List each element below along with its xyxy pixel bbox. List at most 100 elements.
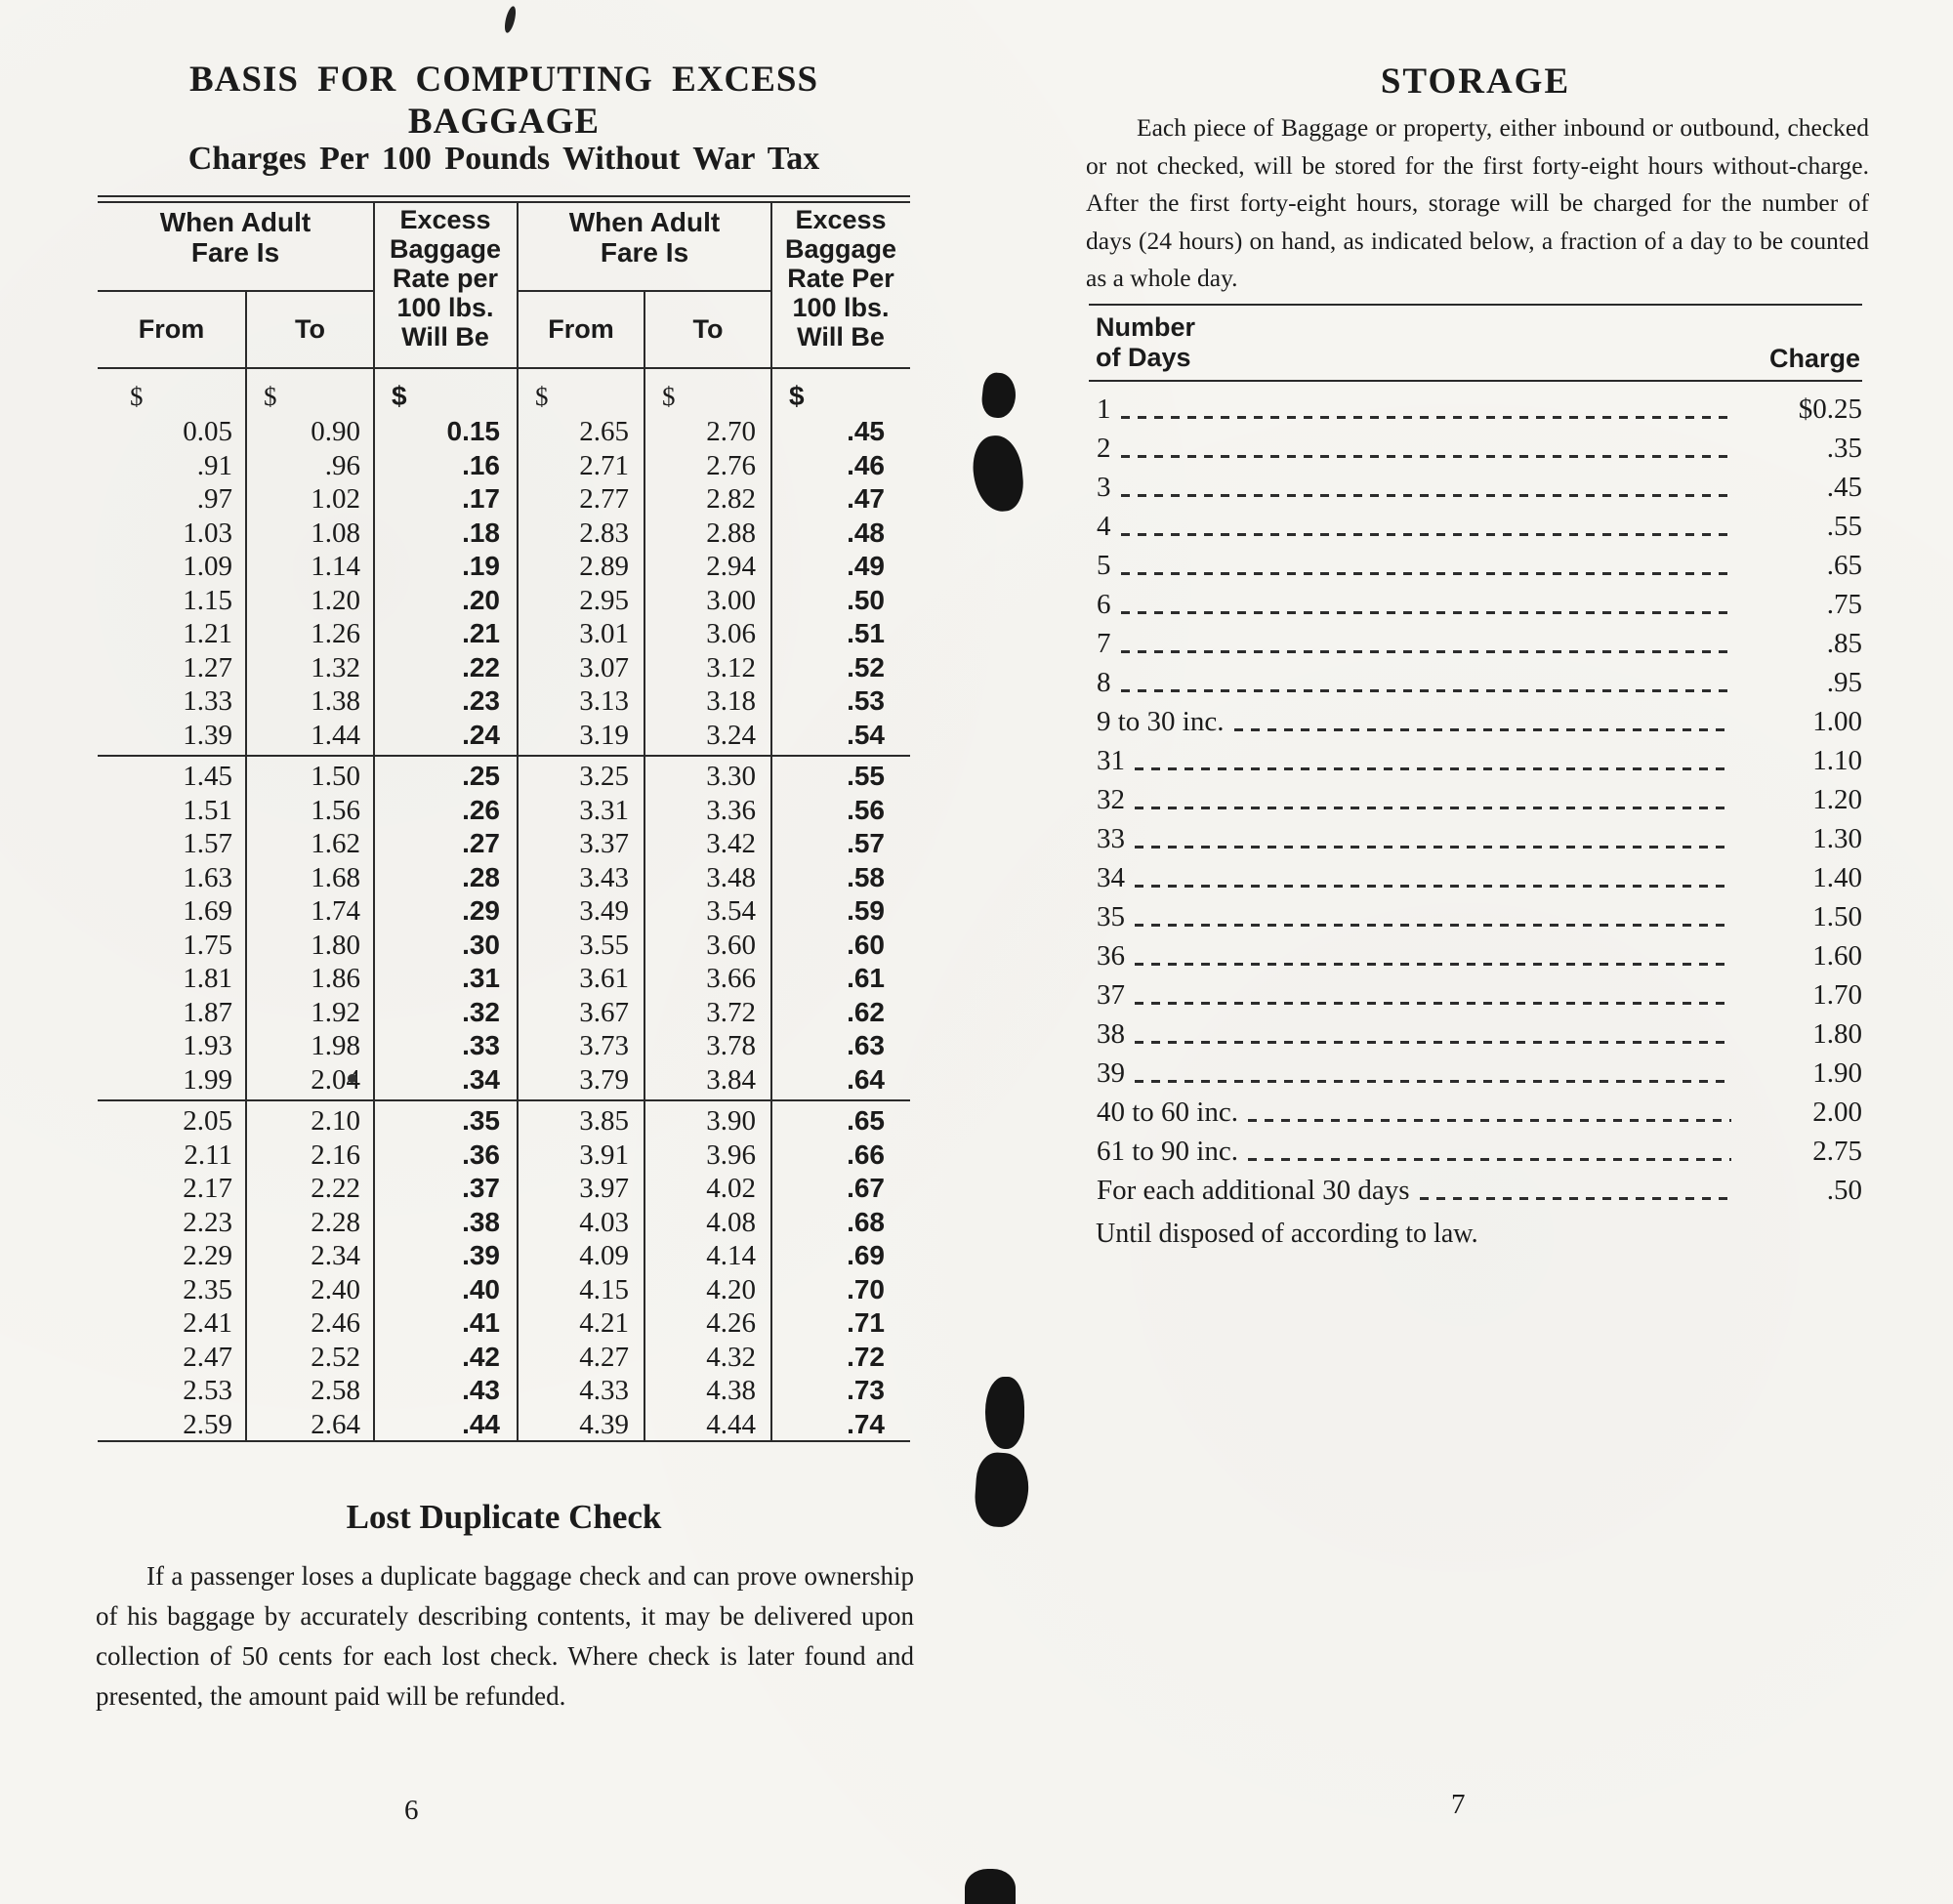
fare-table-row: 1.15 1.20 .20 2.95 3.00 .50 (98, 584, 910, 618)
storage-table-row: 2.35 (1089, 429, 1862, 468)
fare-from-right: 3.19 (579, 719, 629, 751)
rate-left: .43 (462, 1375, 500, 1405)
dashed-leader (1248, 1119, 1731, 1122)
currency-symbol: $ (535, 382, 549, 411)
fare-to-left: 1.74 (311, 895, 360, 927)
rate-left: .37 (462, 1173, 500, 1203)
rate-right: .64 (847, 1063, 885, 1095)
rate-left: .21 (462, 618, 500, 648)
charge-value: 1.10 (1812, 745, 1862, 776)
fare-to-right: 3.72 (706, 996, 756, 1028)
rate-left: .18 (462, 517, 500, 548)
rate-left: .16 (462, 449, 500, 480)
rate-right: .62 (847, 996, 885, 1027)
fare-from-right: 3.61 (579, 963, 629, 994)
table-rule (98, 1440, 910, 1442)
fare-table-body: $ $ $ $ $ $ 0.05 0.90 0.15 2.65 2.70.45.91.9… (98, 380, 910, 1441)
charge-value: 1.90 (1812, 1057, 1862, 1089)
fare-from-right: 3.55 (579, 929, 629, 961)
table-rule (517, 203, 519, 1440)
fare-to-right: 4.02 (706, 1173, 756, 1204)
rate-left: .30 (462, 929, 500, 960)
fare-table-row: 2.05 2.10 .35 3.85 3.90 .65 (98, 1104, 910, 1138)
from-header-left: From (138, 314, 205, 344)
ink-blot (973, 1451, 1031, 1529)
storage-table-row: 38 1.80 (1089, 1014, 1862, 1054)
storage-table-row: 36 1.60 (1089, 936, 1862, 975)
fare-table-row: 2.17 2.22 .37 3.97 4.02 .67 (98, 1172, 910, 1206)
fare-to-right: 4.08 (706, 1206, 756, 1238)
fare-from-right: 4.27 (579, 1341, 629, 1373)
fare-from-right: 3.25 (579, 761, 629, 792)
rate-left: .24 (462, 719, 500, 750)
rate-left: .20 (462, 584, 500, 615)
days-label: 6 (1097, 589, 1111, 620)
days-label: For each additional 30 days (1097, 1175, 1410, 1206)
rate-left: .26 (462, 794, 500, 825)
fare-to-right: 2.82 (706, 483, 756, 515)
rate-right: .69 (847, 1240, 885, 1270)
fare-to-right: 3.66 (706, 963, 756, 994)
rate-right: .61 (847, 963, 885, 993)
rate-left: .35 (462, 1105, 500, 1136)
table-rule (98, 290, 373, 292)
section-divider (98, 755, 910, 757)
fare-table-row: 1.75 1.80 .30 3.55 3.60 .60 (98, 929, 910, 963)
rate-left: .27 (462, 828, 500, 858)
table-rule (770, 203, 772, 1440)
fare-from-left: 1.27 (183, 651, 232, 683)
fare-to-left: 2.34 (311, 1240, 360, 1271)
days-label: 2 (1097, 433, 1111, 464)
rate-right: .51 (847, 618, 885, 648)
charge-value: 2.00 (1812, 1097, 1862, 1128)
fare-from-right: 3.07 (579, 651, 629, 683)
fare-from-right: 3.91 (579, 1138, 629, 1171)
rate-left: .42 (462, 1341, 500, 1372)
charge-value: .85 (1826, 628, 1862, 659)
storage-footnote: Until disposed of according to law. (1096, 1219, 1478, 1249)
fare-table-row: 2.35 2.40 .40 4.15 4.20 .70 (98, 1273, 910, 1307)
fare-to-right: 3.30 (706, 761, 756, 792)
dashed-leader (1120, 455, 1731, 458)
fare-table-row: 0.05 0.90 0.15 2.65 2.70 .45 (98, 415, 910, 449)
fare-table-row: 2.29 2.34 .39 4.09 4.14 .69 (98, 1239, 910, 1273)
dashed-leader (1135, 767, 1731, 770)
fare-table-row: 2.23 2.28 .38 4.03 4.08 .68 (98, 1206, 910, 1240)
fare-from-left: 1.81 (183, 963, 232, 994)
fare-table-row: 2.47 2.52 .42 4.27 4.32 .72 (98, 1341, 910, 1375)
table-rule (98, 195, 910, 197)
rate-right: .70 (847, 1273, 885, 1304)
currency-symbol: $ (130, 382, 144, 411)
rate-right: .63 (847, 1030, 885, 1060)
fare-table-row: .97 1.02 .17 2.77 2.82 .47 (98, 482, 910, 517)
fare-from-left: 0.05 (183, 416, 232, 447)
left-page-title: BASIS FOR COMPUTING EXCESS BAGGAGE (188, 60, 819, 142)
fare-from-left: .91 (196, 449, 232, 481)
fare-to-right: 4.32 (706, 1341, 756, 1373)
rate-left: .32 (462, 996, 500, 1027)
fare-table-row: 1.33 1.38 .23 3.13 3.18 .53 (98, 684, 910, 719)
rate-left: .22 (462, 651, 500, 683)
rate-right: .48 (847, 517, 885, 548)
fare-to-right: 3.18 (706, 685, 756, 717)
fare-from-left: 2.23 (183, 1206, 232, 1238)
rate-left: 0.15 (446, 416, 501, 446)
fare-to-right: 2.94 (706, 551, 756, 582)
dashed-leader (1120, 572, 1731, 575)
dashed-leader (1135, 807, 1731, 809)
charge-value: .95 (1826, 667, 1862, 698)
fare-to-right: 3.00 (706, 584, 756, 616)
storage-table-row: 33 1.30 (1089, 819, 1862, 858)
rate-right: .56 (847, 794, 885, 825)
rate-right: .74 (847, 1408, 885, 1439)
charge-value: 2.75 (1812, 1136, 1862, 1167)
rate-right: .65 (847, 1105, 885, 1136)
right-page-number: 7 (1451, 1789, 1466, 1820)
rate-right: .52 (847, 651, 885, 683)
rate-right: .68 (847, 1206, 885, 1237)
dashed-leader (1120, 650, 1731, 653)
days-label: 7 (1097, 628, 1111, 659)
fare-to-right: 3.48 (706, 861, 756, 893)
charge-value: .75 (1826, 589, 1862, 620)
storage-table-row: 34 1.40 (1089, 858, 1862, 897)
